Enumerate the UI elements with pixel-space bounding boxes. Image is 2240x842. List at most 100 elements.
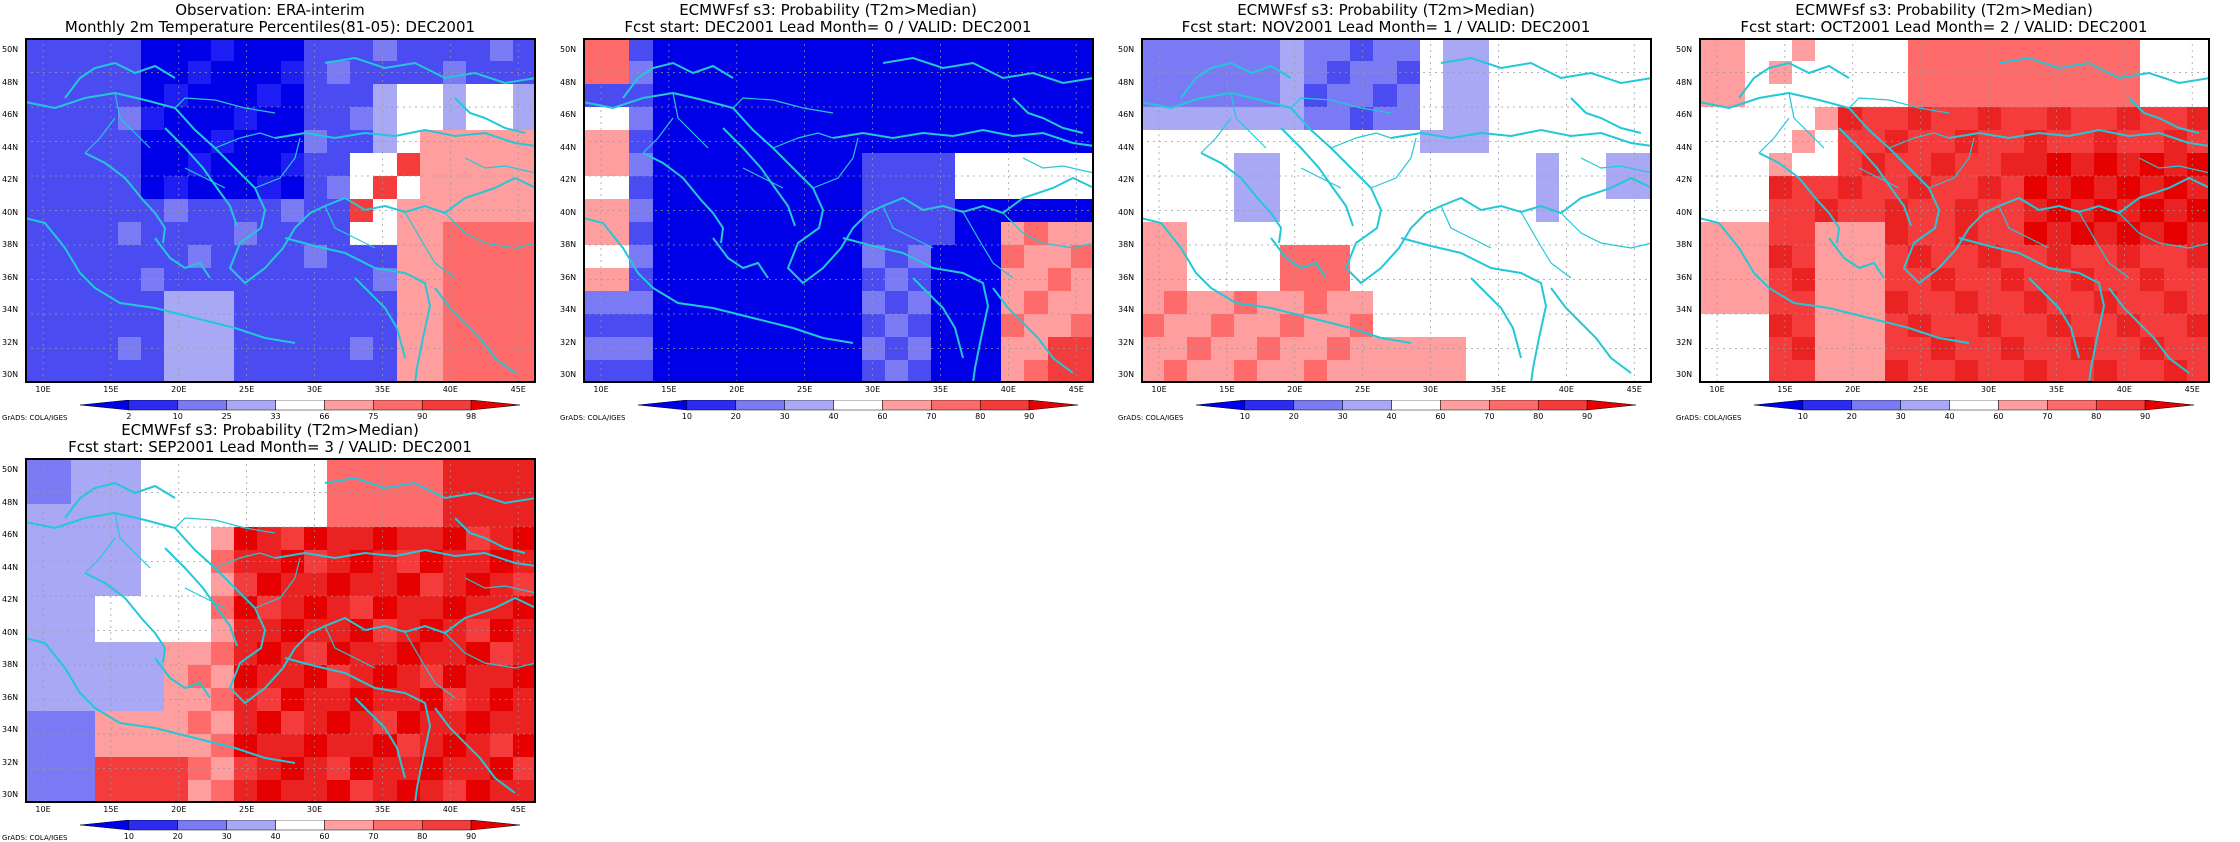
- latitude-label: 40N: [1118, 207, 1135, 217]
- grid-cell: [792, 84, 816, 108]
- grid-cell: [25, 337, 49, 361]
- grid-cell: [699, 245, 723, 269]
- grid-cell: [257, 337, 282, 361]
- coastline: [1758, 152, 1841, 244]
- grid-cell: [419, 61, 444, 85]
- grid-cell: [373, 84, 398, 108]
- longitude-label: 20E: [171, 805, 187, 814]
- country-border: [1928, 137, 1975, 189]
- grid-cell: [350, 84, 374, 108]
- grid-cell: [722, 222, 747, 246]
- grid-cell: [117, 222, 142, 246]
- grid-cell: [606, 153, 631, 177]
- grid-cell: [234, 337, 258, 361]
- grid-cell: [931, 107, 956, 131]
- coastline: [1470, 277, 1522, 359]
- coastline: [284, 237, 432, 383]
- grid-cell: [350, 38, 374, 62]
- coastline: [274, 548, 536, 567]
- grid-cell: [210, 268, 235, 292]
- longitude-label: 45E: [1626, 385, 1642, 394]
- latitude-label: 46N: [560, 110, 577, 119]
- coastline: [25, 511, 536, 705]
- grid-cell: [280, 176, 305, 200]
- coastline: [154, 237, 211, 279]
- colorbar-label: 90: [2140, 412, 2151, 421]
- grid-cell: [373, 222, 398, 246]
- grid-cell: [71, 291, 96, 315]
- probability-map: [25, 38, 536, 383]
- grid-cell: [280, 314, 305, 338]
- grid-cell: [141, 337, 165, 361]
- latitude-label: 36N: [560, 272, 577, 282]
- latitude-label: 50N: [2, 465, 19, 474]
- grid-cell: [629, 199, 654, 223]
- coastline: [164, 127, 238, 227]
- grid-cell: [908, 153, 932, 177]
- grid-cell: [884, 222, 909, 246]
- grid-cell: [884, 107, 909, 131]
- grid-cell: [931, 176, 956, 200]
- grid-cell: [792, 38, 816, 62]
- panel-subtitle: Fcst start: DEC2001 Lead Month= 0 / VALI…: [624, 18, 1032, 36]
- grid-cell: [141, 268, 165, 292]
- longitude-label: 25E: [239, 385, 255, 394]
- grid-cell: [25, 107, 49, 131]
- latitude-label: 50N: [560, 45, 577, 54]
- grid-cell: [861, 61, 886, 85]
- grid-cell: [606, 61, 631, 85]
- grid-cell: [280, 199, 305, 223]
- country-border: [444, 212, 536, 249]
- colorbar-segment: [735, 400, 785, 411]
- grid-cell: [419, 314, 444, 338]
- grid-cell: [861, 38, 886, 62]
- grid-cell: [234, 130, 258, 154]
- coastline: [1141, 91, 1652, 285]
- grid-cell: [699, 38, 723, 62]
- country-border: [1998, 205, 2050, 249]
- grid-cell: [931, 153, 956, 177]
- latitude-label: 42N: [2, 175, 19, 184]
- colorbar-segment: [1440, 400, 1490, 411]
- longitude-label: 10E: [35, 805, 51, 814]
- grid-cell: [443, 107, 467, 131]
- grid-cell: [419, 291, 444, 315]
- latitude-label: 30N: [1676, 370, 1693, 379]
- grid-cell: [489, 199, 514, 223]
- grid-cell: [443, 176, 467, 200]
- grid-cell: [489, 38, 514, 62]
- grid-cell: [675, 176, 700, 200]
- panel-title: ECMWFsf s3: Probability (T2m>Median): [121, 421, 419, 439]
- grid-cell: [141, 222, 165, 246]
- grid-cell: [257, 153, 282, 177]
- colorbar-segment: [2095, 400, 2146, 411]
- grid-cell: [768, 245, 793, 269]
- grid-cell: [257, 360, 282, 383]
- grid-cell: [117, 130, 142, 154]
- grid-cell: [977, 130, 1002, 154]
- grid-cell: [326, 291, 351, 315]
- country-border: [324, 205, 376, 249]
- grid-cell: [489, 268, 514, 292]
- grid-cell: [583, 222, 607, 246]
- longitude-label: 10E: [1709, 385, 1725, 394]
- country-border: [1290, 97, 1392, 114]
- colorbar-segment: [324, 400, 374, 411]
- grid-cell: [861, 176, 886, 200]
- longitude-label: 30E: [1980, 385, 1997, 394]
- coastline: [354, 277, 406, 359]
- longitude-label: 40E: [1558, 385, 1574, 394]
- colorbar-label: 40: [1944, 412, 1955, 421]
- grid-cell: [1001, 245, 1025, 269]
- country-border: [1022, 157, 1094, 174]
- grid-cell: [489, 360, 514, 383]
- latitude-label: 42N: [560, 175, 577, 184]
- grid-cell: [908, 84, 932, 108]
- grid-cell: [257, 314, 282, 338]
- grid-cell: [303, 153, 328, 177]
- grid-cell: [954, 153, 979, 177]
- grid-cell: [280, 38, 305, 62]
- longitude-label: 20E: [729, 385, 745, 394]
- grid-cell: [326, 222, 351, 246]
- grid-cell: [675, 245, 700, 269]
